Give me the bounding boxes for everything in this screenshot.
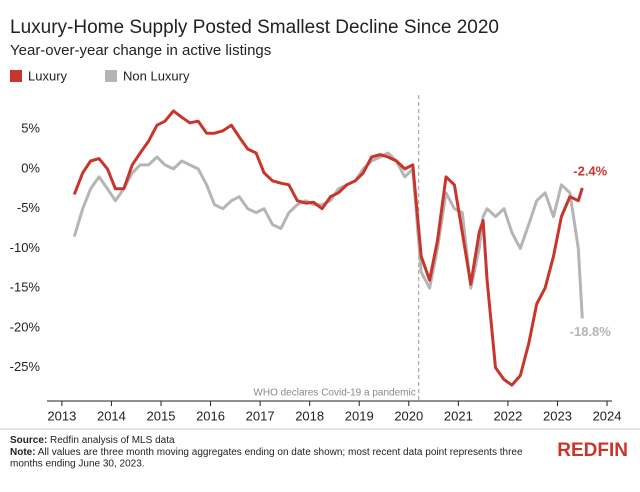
y-tick-label: -5% (17, 200, 41, 215)
end-label: -2.4% (573, 163, 607, 178)
series-line (72, 109, 584, 387)
x-tick-label: 2024 (593, 408, 622, 423)
y-tick-label: -15% (10, 280, 41, 295)
end-label: -18.8% (570, 324, 612, 339)
legend-label: Non Luxury (123, 68, 190, 83)
x-tick-label: 2016 (196, 408, 225, 423)
legend-label: Luxury (28, 68, 68, 83)
x-tick-label: 2020 (394, 408, 423, 423)
x-tick-label: 2021 (444, 408, 473, 423)
x-tick-label: 2014 (97, 408, 126, 423)
x-tick-label: 2023 (543, 408, 572, 423)
brand-logo: REDFIN (557, 440, 628, 461)
y-tick-label: -10% (10, 240, 41, 255)
legend-swatch (105, 70, 117, 82)
y-tick-label: -25% (10, 359, 41, 374)
legend-swatch (10, 70, 22, 82)
y-tick-label: -20% (10, 319, 41, 334)
x-tick-label: 2017 (246, 408, 275, 423)
note-continued: months ending June 30, 2023. (10, 459, 145, 470)
y-tick-label: 5% (21, 121, 40, 136)
y-tick-label: 0% (21, 160, 40, 175)
chart-title: Luxury-Home Supply Posted Smallest Decli… (10, 17, 499, 38)
series-line (72, 151, 584, 319)
x-tick-label: 2019 (345, 408, 374, 423)
x-tick-label: 2015 (147, 408, 176, 423)
x-tick-label: 2022 (493, 408, 522, 423)
source: Source: Redfin analysis of MLS data (10, 435, 175, 446)
annotation-label: WHO declares Covid-19 a pandemic (253, 388, 415, 399)
x-tick-label: 2018 (295, 408, 324, 423)
x-tick-label: 2013 (47, 408, 76, 423)
note: Note: All values are three month moving … (10, 447, 523, 458)
chart-subtitle: Year-over-year change in active listings (10, 42, 271, 59)
